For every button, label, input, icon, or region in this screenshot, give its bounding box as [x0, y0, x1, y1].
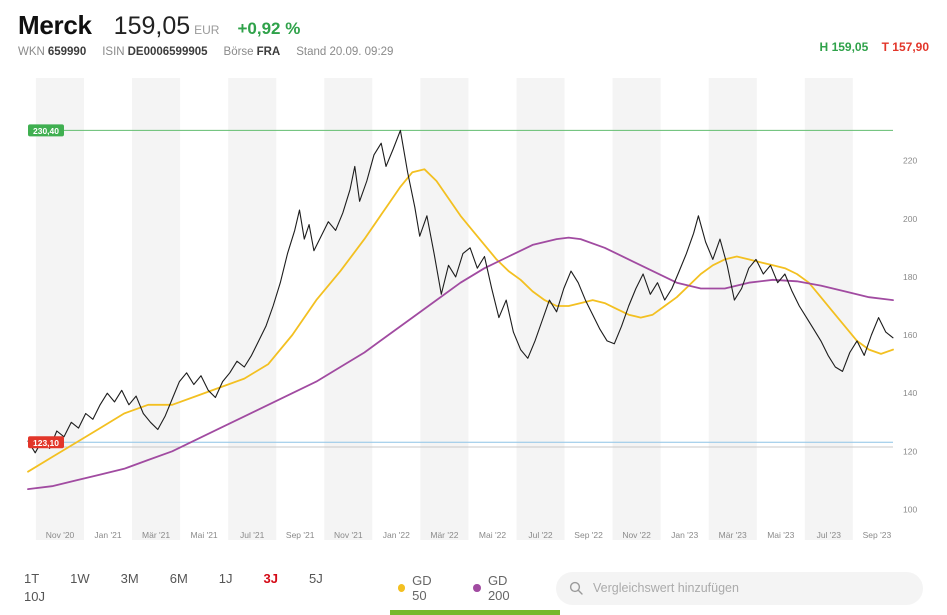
y-axis-label: 200 — [903, 214, 917, 224]
chart-stripe — [420, 78, 469, 540]
exchange-label: Börse — [223, 46, 254, 58]
bottom-accent-bar — [390, 610, 560, 615]
x-axis-label: Mär '23 — [719, 530, 747, 540]
currency-label: EUR — [194, 23, 220, 37]
chart-toolbar: 1T 1W 3M 6M 1J 3J 5J 10J GD 50 GD 200 — [0, 570, 947, 606]
legend-label: GD 50 — [412, 573, 432, 603]
chart-stripe — [804, 78, 853, 540]
wkn-label: WKN — [18, 46, 45, 58]
y-axis-label: 100 — [903, 505, 917, 515]
reference-label-bg — [28, 124, 64, 137]
stand-value: 20.09. 09:29 — [329, 46, 394, 58]
x-axis-label: Jan '21 — [94, 530, 121, 540]
period-selector: 1T 1W 3M 6M 1J 3J 5J 10J — [24, 570, 392, 606]
chart-legend: GD 50 GD 200 — [397, 573, 556, 603]
period-button-10j[interactable]: 10J — [24, 589, 45, 604]
period-button-5j[interactable]: 5J — [309, 571, 323, 586]
instrument-meta: WKN 659990 ISIN DE0006599905 Börse FRA Stan… — [18, 46, 929, 58]
stand-label: Stand — [296, 46, 327, 58]
x-axis-label: Jan '22 — [383, 530, 410, 540]
low-value: 157,90 — [892, 40, 929, 54]
x-axis-label: Mai '22 — [479, 530, 506, 540]
period-button-1j[interactable]: 1J — [218, 571, 233, 586]
period-button-6m[interactable]: 6M — [169, 571, 188, 586]
compare-search-box[interactable] — [556, 571, 923, 605]
legend-dot — [397, 584, 406, 592]
reference-label: 123,10 — [33, 438, 59, 448]
series-gd-200 — [27, 236, 894, 491]
high-low-indicator: H 159,05 T 157,90 — [820, 40, 929, 54]
series-kurs — [27, 129, 894, 454]
chart-stripe — [612, 78, 661, 540]
x-axis-label: Sep '23 — [863, 530, 892, 540]
instrument-name: Merck — [18, 10, 92, 40]
period-button-3j[interactable]: 3J — [263, 571, 278, 586]
y-axis-label: 220 — [903, 156, 917, 166]
high-value: 159,05 — [831, 40, 869, 54]
chart-stripe — [132, 78, 181, 540]
compare-search-input[interactable] — [591, 580, 910, 596]
price-change-percent: +0,92 % — [237, 19, 301, 38]
x-axis-label: Nov '20 — [46, 530, 75, 540]
reference-label-bg — [28, 436, 64, 449]
chart-stripe — [324, 78, 373, 540]
x-axis-label: Jul '23 — [817, 530, 842, 540]
isin-value: DE0006599905 — [127, 46, 208, 58]
x-axis-label: Jul '22 — [528, 530, 553, 540]
chart-stripe — [516, 78, 565, 540]
legend-dot — [473, 584, 481, 592]
legend-label: GD 200 — [487, 573, 510, 603]
search-icon — [569, 581, 583, 595]
x-axis-label: Nov '22 — [622, 530, 651, 540]
period-button-1w[interactable]: 1W — [70, 571, 90, 586]
x-axis-label: Mär '21 — [142, 530, 170, 540]
period-button-1t[interactable]: 1T — [24, 571, 40, 586]
x-axis-label: Jul '21 — [240, 530, 265, 540]
period-button-3m[interactable]: 3M — [120, 571, 139, 586]
exchange-value: FRA — [256, 46, 281, 58]
isin-label: ISIN — [102, 46, 125, 58]
x-axis-label: Mai '21 — [191, 530, 218, 540]
reference-label: 230,40 — [33, 126, 59, 136]
chart-stripe — [228, 78, 277, 540]
x-axis-label: Sep '22 — [574, 530, 603, 540]
chart-area: 230,40 123,10 Nov '20 Jan '21 Mär '21 Mai '21… — [0, 72, 947, 557]
x-axis-label: Jan '23 — [671, 530, 698, 540]
legend-item-gd-50[interactable]: GD 50 — [397, 573, 448, 603]
chart-stripe — [708, 78, 757, 540]
quote-header: Merck 159,05 EUR +0,92 % WKN 659990 ISIN D… — [0, 0, 947, 58]
y-axis-label: 120 — [903, 446, 917, 456]
price-chart-canvas[interactable]: 230,40 123,10 Nov '20 Jan '21 Mär '21 Mai '21… — [0, 72, 947, 552]
x-axis-label: Sep '21 — [286, 530, 315, 540]
legend-item-gd-200[interactable]: GD 200 — [473, 573, 530, 603]
last-price: 159,05 — [113, 12, 191, 40]
y-axis-label: 140 — [903, 388, 917, 398]
chart-stripe — [35, 78, 84, 540]
y-axis-label: 160 — [903, 330, 917, 340]
low-label: T — [881, 40, 889, 54]
x-axis-label: Mär '22 — [430, 530, 458, 540]
x-axis-label: Nov '21 — [334, 530, 363, 540]
wkn-value: 659990 — [47, 46, 87, 58]
x-axis-label: Mai '23 — [767, 530, 794, 540]
high-label: H — [819, 40, 829, 54]
y-axis-label: 180 — [903, 272, 917, 282]
